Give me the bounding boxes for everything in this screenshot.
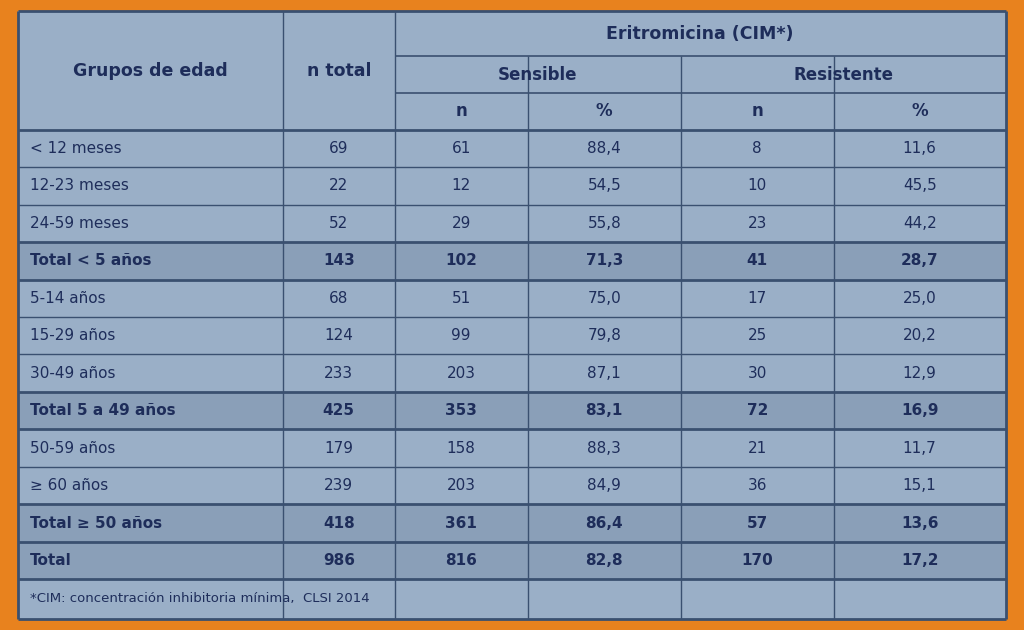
Text: 203: 203 [446, 478, 476, 493]
Text: Grupos de edad: Grupos de edad [74, 62, 228, 79]
Text: n: n [752, 103, 763, 120]
Text: 353: 353 [445, 403, 477, 418]
Bar [18, 392, 1006, 430]
Text: 88,4: 88,4 [588, 141, 622, 156]
Text: 71,3: 71,3 [586, 253, 623, 268]
Text: 36: 36 [748, 478, 767, 493]
Text: Total: Total [31, 553, 72, 568]
Text: n total: n total [306, 62, 371, 79]
Text: ≥ 60 años: ≥ 60 años [31, 478, 109, 493]
Text: 50-59 años: 50-59 años [31, 440, 116, 455]
Text: 87,1: 87,1 [588, 365, 622, 381]
Text: Total 5 a 49 años: Total 5 a 49 años [31, 403, 176, 418]
Text: 30-49 años: 30-49 años [31, 365, 116, 381]
Text: 68: 68 [329, 291, 348, 306]
Text: 86,4: 86,4 [586, 515, 624, 530]
Text: 45,5: 45,5 [903, 178, 937, 193]
Text: 15,1: 15,1 [903, 478, 937, 493]
Text: Total ≥ 50 años: Total ≥ 50 años [31, 515, 163, 530]
Text: 239: 239 [325, 478, 353, 493]
Text: 54,5: 54,5 [588, 178, 622, 193]
Text: 11,6: 11,6 [903, 141, 937, 156]
Text: 29: 29 [452, 216, 471, 231]
Text: 124: 124 [325, 328, 353, 343]
Text: 52: 52 [329, 216, 348, 231]
Text: 986: 986 [323, 553, 354, 568]
Text: 28,7: 28,7 [901, 253, 939, 268]
Text: 21: 21 [748, 440, 767, 455]
Text: 82,8: 82,8 [586, 553, 624, 568]
Text: 170: 170 [741, 553, 773, 568]
Text: 11,7: 11,7 [903, 440, 937, 455]
Text: 23: 23 [748, 216, 767, 231]
Text: 25: 25 [748, 328, 767, 343]
Text: n: n [456, 103, 467, 120]
Text: 102: 102 [445, 253, 477, 268]
Text: 30: 30 [748, 365, 767, 381]
Text: Total < 5 años: Total < 5 años [31, 253, 152, 268]
Text: 203: 203 [446, 365, 476, 381]
Text: 8: 8 [753, 141, 762, 156]
Text: 57: 57 [746, 515, 768, 530]
Text: 25,0: 25,0 [903, 291, 937, 306]
Text: < 12 meses: < 12 meses [31, 141, 122, 156]
Text: 83,1: 83,1 [586, 403, 623, 418]
Text: 79,8: 79,8 [588, 328, 622, 343]
Text: 143: 143 [323, 253, 354, 268]
Text: 88,3: 88,3 [588, 440, 622, 455]
Text: 418: 418 [323, 515, 354, 530]
Text: 158: 158 [446, 440, 475, 455]
Text: 5-14 años: 5-14 años [31, 291, 105, 306]
Text: 24-59 meses: 24-59 meses [31, 216, 129, 231]
Text: 13,6: 13,6 [901, 515, 938, 530]
Text: 425: 425 [323, 403, 354, 418]
Text: 69: 69 [329, 141, 348, 156]
Text: %: % [596, 103, 612, 120]
Text: Eritromicina (CIM*): Eritromicina (CIM*) [606, 25, 794, 43]
Text: 22: 22 [329, 178, 348, 193]
Text: 12,9: 12,9 [903, 365, 937, 381]
Text: 361: 361 [445, 515, 477, 530]
Bar [18, 242, 1006, 280]
Text: 816: 816 [445, 553, 477, 568]
Text: 12-23 meses: 12-23 meses [31, 178, 129, 193]
Text: 10: 10 [748, 178, 767, 193]
Text: Sensible: Sensible [498, 66, 578, 84]
Text: 16,9: 16,9 [901, 403, 938, 418]
Text: 55,8: 55,8 [588, 216, 622, 231]
Text: 72: 72 [746, 403, 768, 418]
Text: 17: 17 [748, 291, 767, 306]
Bar [18, 504, 1006, 542]
Text: 17,2: 17,2 [901, 553, 938, 568]
Text: 99: 99 [452, 328, 471, 343]
Text: *CIM: concentración inhibitoria mínima,  CLSI 2014: *CIM: concentración inhibitoria mínima, … [31, 592, 370, 605]
Text: 12: 12 [452, 178, 471, 193]
Text: 44,2: 44,2 [903, 216, 937, 231]
Text: 179: 179 [325, 440, 353, 455]
Text: 41: 41 [746, 253, 768, 268]
Text: 75,0: 75,0 [588, 291, 622, 306]
Text: 84,9: 84,9 [588, 478, 622, 493]
Bar [18, 542, 1006, 579]
Text: 20,2: 20,2 [903, 328, 937, 343]
Text: Resistente: Resistente [794, 66, 893, 84]
Text: %: % [911, 103, 928, 120]
Text: 51: 51 [452, 291, 471, 306]
Text: 61: 61 [452, 141, 471, 156]
Text: 15-29 años: 15-29 años [31, 328, 116, 343]
Text: 233: 233 [325, 365, 353, 381]
